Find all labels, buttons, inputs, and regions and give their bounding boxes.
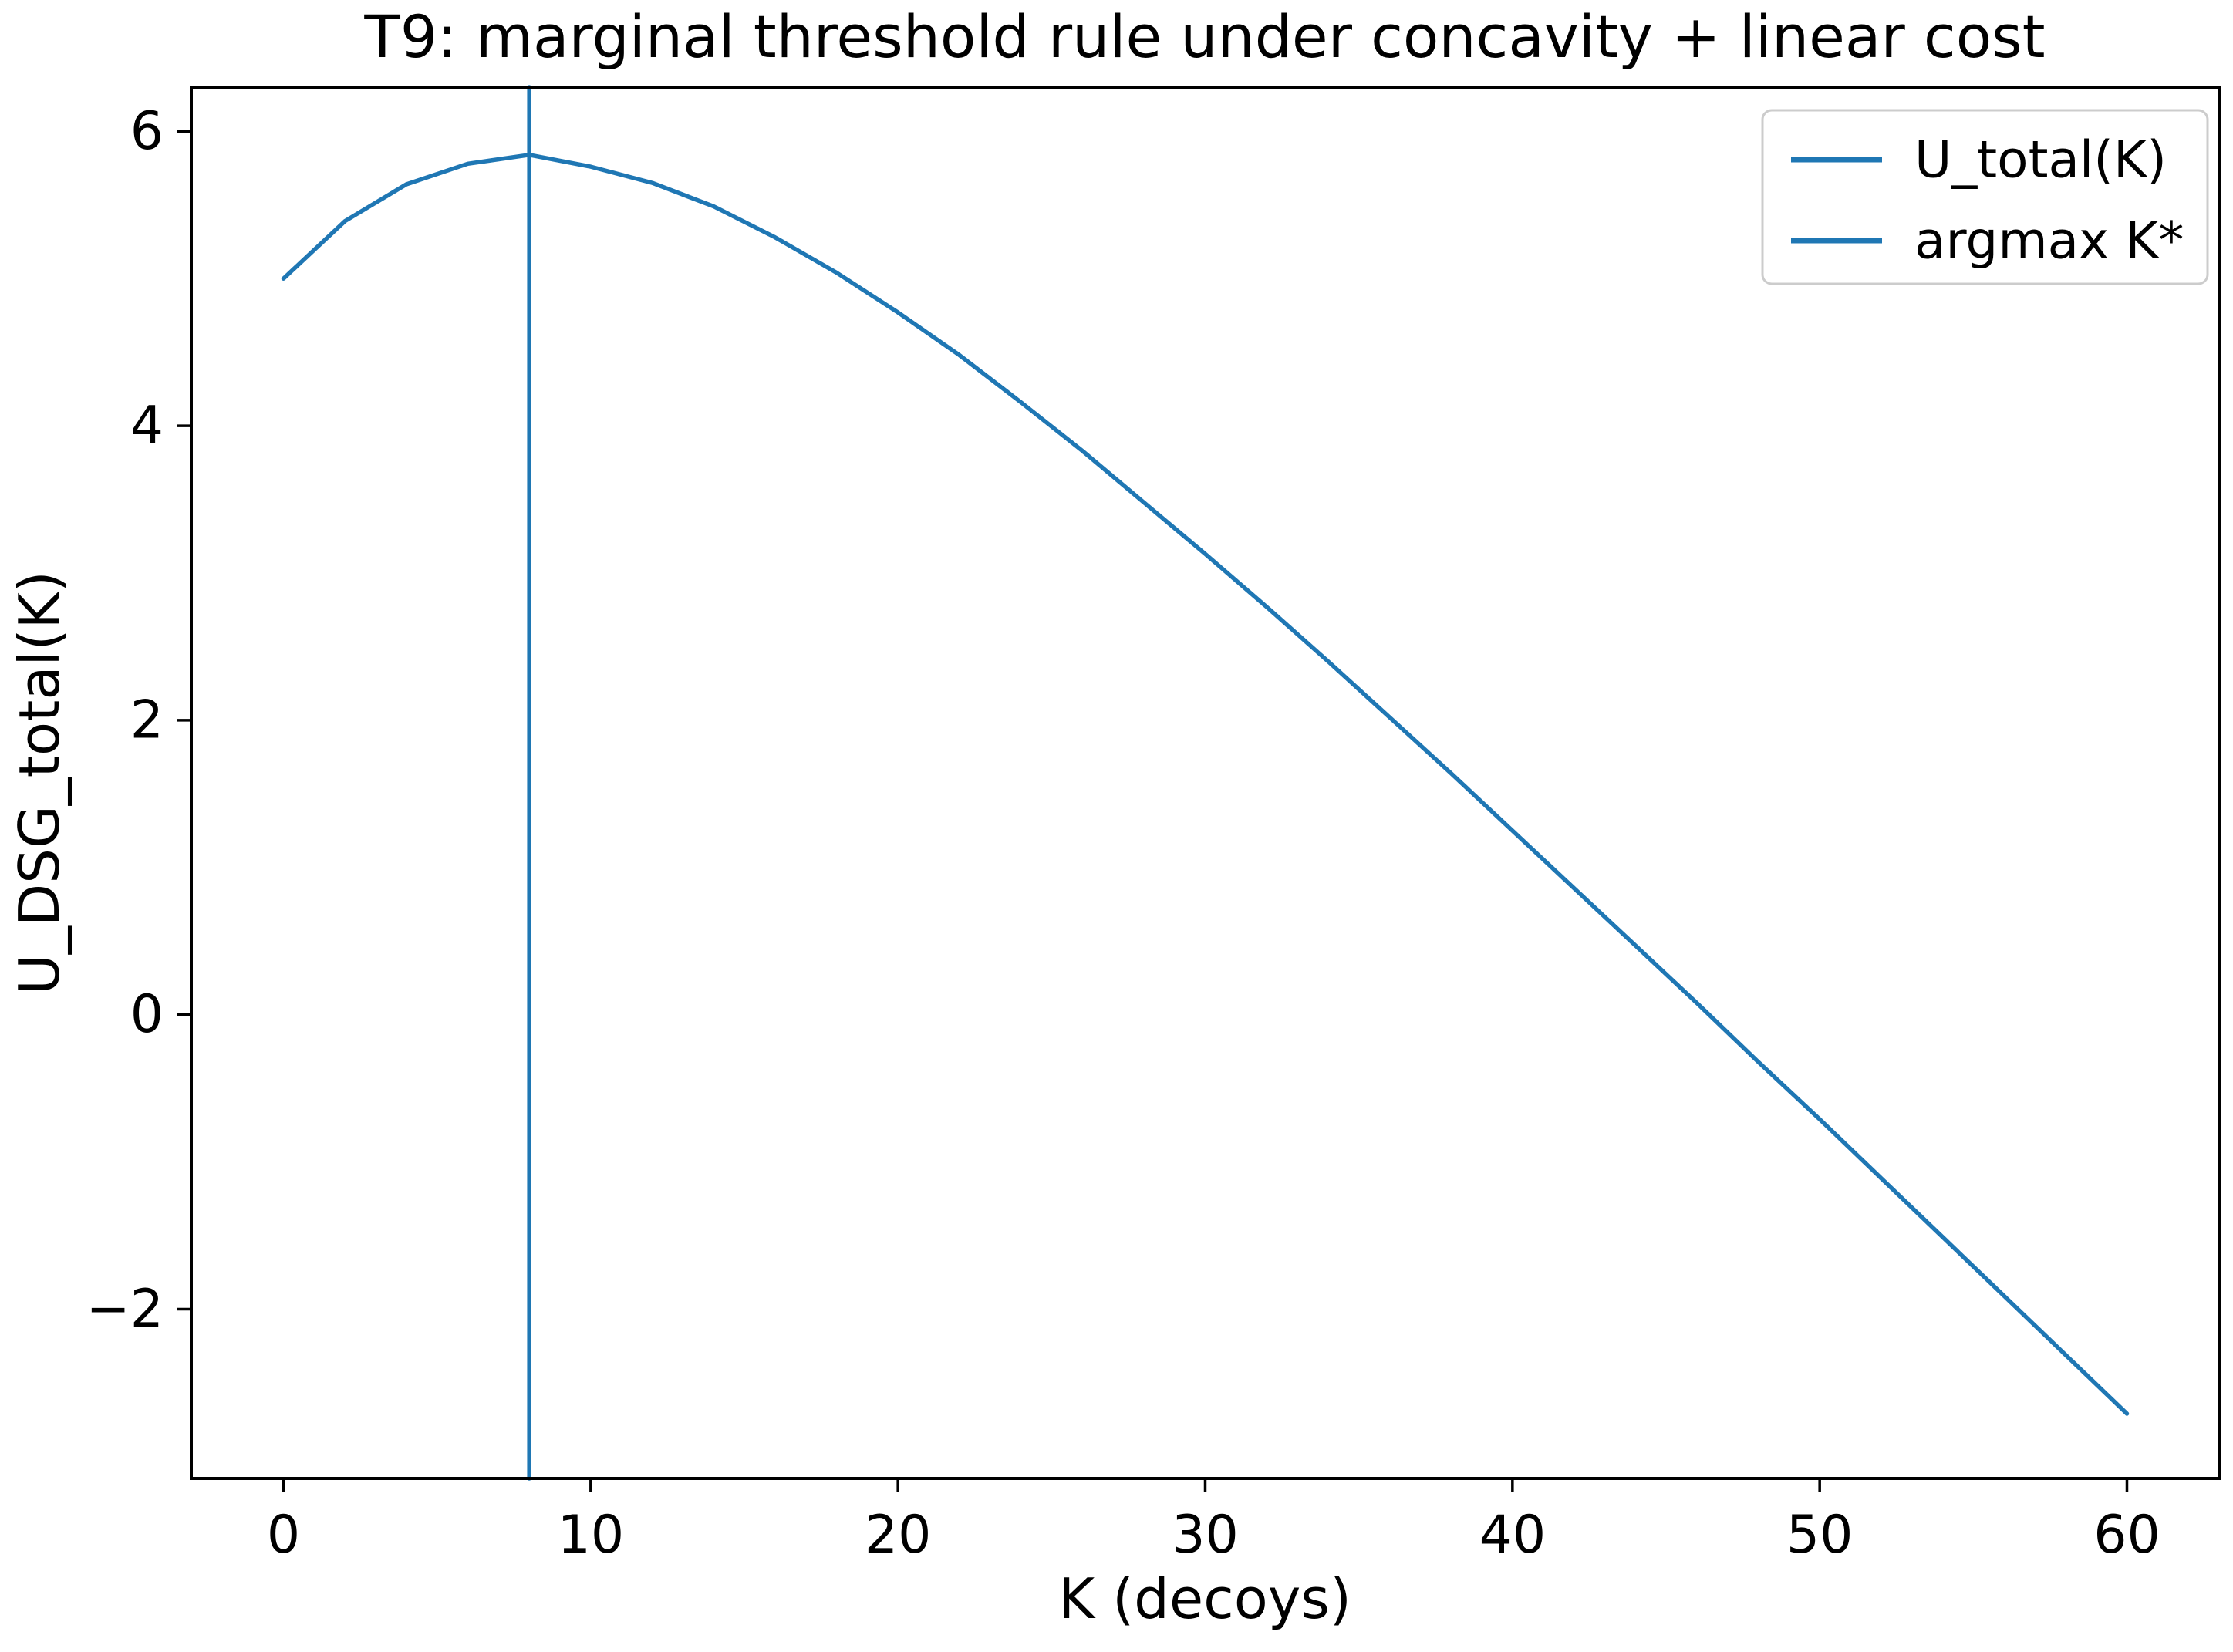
chart-title: T9: marginal threshold rule under concav… — [363, 2, 2045, 71]
y-axis-ticks: −2 0 2 4 6 — [86, 101, 191, 1340]
x-tick-label: 40 — [1479, 1505, 1547, 1566]
x-axis-ticks: 0 10 20 30 40 50 60 — [267, 1478, 2160, 1566]
axes-frame — [190, 86, 2221, 1480]
x-tick-label: 0 — [267, 1505, 300, 1566]
plot-background — [191, 87, 2219, 1478]
legend-label-argmax: argmax K* — [1914, 211, 2184, 271]
y-tick-label: 6 — [130, 101, 164, 162]
legend-label-utotal: U_total(K) — [1914, 130, 2167, 190]
y-tick-label: 2 — [130, 689, 164, 750]
legend: U_total(K) argmax K* — [1761, 109, 2209, 285]
x-tick-label: 10 — [558, 1505, 625, 1566]
y-tick-label: −2 — [86, 1279, 164, 1340]
y-axis-label: U_DSG_total(K) — [7, 571, 72, 995]
x-tick-label: 30 — [1172, 1505, 1239, 1566]
x-axis-label: K (decoys) — [1058, 1566, 1351, 1631]
utotal-curve — [281, 153, 2130, 1416]
x-tick-label: 50 — [1786, 1505, 1854, 1566]
y-tick-label: 0 — [130, 984, 164, 1045]
x-tick-label: 20 — [865, 1505, 932, 1566]
y-tick-label: 4 — [130, 396, 164, 457]
x-tick-label: 60 — [2093, 1505, 2160, 1566]
